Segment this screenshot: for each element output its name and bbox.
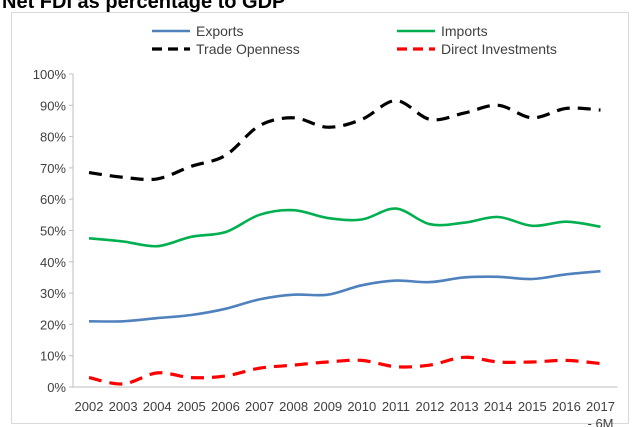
legend-label-direct-investments: Direct Investments: [441, 41, 557, 57]
series-exports: [88, 269, 601, 323]
y-tick-label: 0%: [47, 380, 66, 395]
y-tick-label: 10%: [40, 349, 66, 364]
series-line-trade-openness: [88, 98, 601, 182]
series-line-imports: [88, 207, 601, 248]
y-tick-label: 90%: [40, 98, 66, 113]
x-tick-label: 2007: [245, 399, 274, 414]
y-tick-label: 100%: [33, 67, 67, 82]
x-tick-label: 2003: [109, 399, 138, 414]
series-imports: [88, 207, 601, 248]
legend-item-exports: Exports: [152, 23, 243, 39]
x-tick-label: 2011: [382, 399, 410, 414]
y-tick-label: 70%: [40, 161, 66, 176]
y-tick-label: 40%: [40, 255, 66, 270]
y-tick-label: 60%: [40, 192, 66, 207]
chart-frame: [11, 12, 629, 424]
y-tick-label: 80%: [40, 130, 66, 145]
legend-item-imports: Imports: [397, 23, 488, 39]
x-tick-label: 2010: [347, 399, 376, 414]
x-tick-label: 2004: [143, 399, 172, 414]
legend-label-imports: Imports: [441, 23, 488, 39]
x-tick-label: 2006: [211, 399, 240, 414]
series-line-exports: [88, 269, 601, 323]
x-tick-label: 2017: [586, 399, 615, 414]
chart-title: Net FDI as percentage to GDP: [2, 0, 286, 13]
x-tick-label: 2016: [552, 399, 581, 414]
series-line-direct-investments: [88, 355, 601, 386]
x-tick-label: 2013: [450, 399, 479, 414]
x-tick-label: 2015: [518, 399, 547, 414]
x-tick-label: 2009: [313, 399, 342, 414]
y-tick-label: 50%: [40, 224, 66, 239]
y-tick-label: 30%: [40, 286, 66, 301]
legend-item-direct-investments: Direct Investments: [397, 41, 557, 57]
series-direct-investments: [88, 355, 601, 386]
series-trade-openness: [88, 98, 601, 182]
x-tick-label: 2002: [75, 399, 104, 414]
legend-label-exports: Exports: [196, 23, 243, 39]
x-tick-label: 2005: [177, 399, 206, 414]
x-tick-label: 2008: [279, 399, 308, 414]
x-tick-label: 2014: [484, 399, 513, 414]
legend-label-trade-openness: Trade Openness: [196, 41, 300, 57]
y-tick-label: 20%: [40, 317, 66, 332]
x-tick-label: - 6M: [588, 416, 614, 427]
legend-item-trade-openness: Trade Openness: [152, 41, 300, 57]
x-tick-label: 2012: [416, 399, 445, 414]
